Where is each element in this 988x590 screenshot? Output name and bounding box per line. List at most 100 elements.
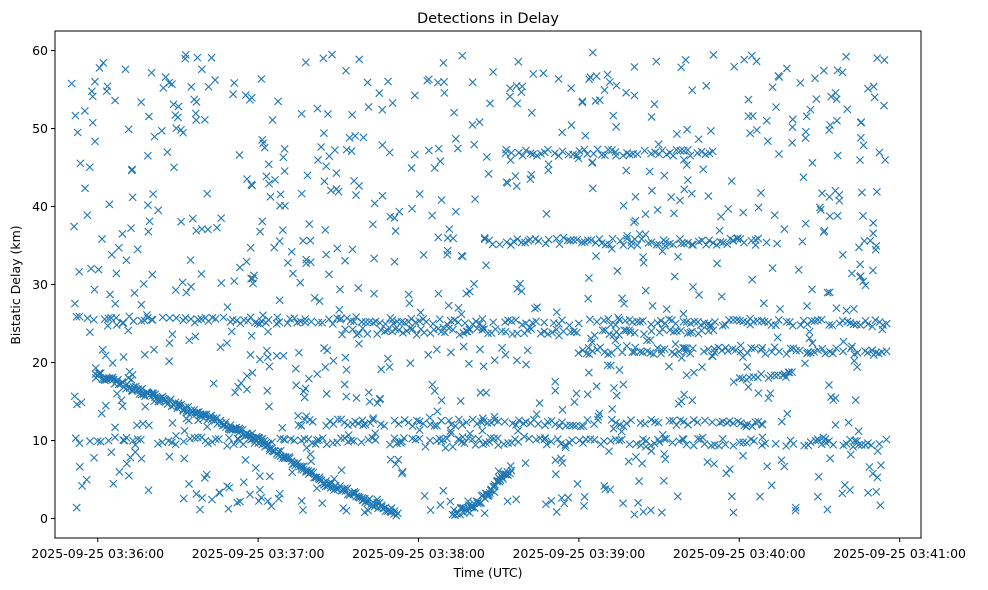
scatter-point xyxy=(201,436,210,445)
scatter-point xyxy=(551,456,560,465)
scatter-point xyxy=(133,435,142,444)
scatter-point xyxy=(735,373,744,382)
scatter-point xyxy=(661,241,670,250)
scatter-point xyxy=(470,140,479,149)
scatter-point xyxy=(487,418,496,427)
scatter-point xyxy=(649,350,658,359)
scatter-point xyxy=(783,409,792,418)
scatter-point xyxy=(529,70,538,78)
scatter-point xyxy=(770,211,779,220)
y-tick-label: 40 xyxy=(32,199,48,214)
scatter-point xyxy=(872,187,881,196)
scatter-point xyxy=(155,394,164,403)
scatter-point xyxy=(854,427,863,436)
scatter-point xyxy=(475,345,484,354)
scatter-point xyxy=(683,145,692,154)
scatter-point xyxy=(128,193,137,202)
scatter-point xyxy=(728,236,737,245)
scatter-point xyxy=(122,459,131,468)
scatter-point xyxy=(72,503,81,512)
scatter-point xyxy=(171,111,180,120)
scatter-point xyxy=(608,234,617,243)
scatter-point xyxy=(119,318,128,327)
scatter-point xyxy=(426,506,435,515)
scatter-point xyxy=(578,97,587,106)
scatter-point xyxy=(838,489,847,498)
scatter-point xyxy=(859,277,868,286)
scatter-point xyxy=(495,240,504,249)
scatter-point xyxy=(172,124,181,133)
scatter-point xyxy=(514,57,523,66)
scatter-point xyxy=(276,446,285,455)
scatter-point xyxy=(658,247,667,256)
scatter-point xyxy=(743,362,752,371)
scatter-point xyxy=(473,324,482,333)
scatter-point xyxy=(87,87,96,96)
scatter-point xyxy=(468,435,477,444)
scatter-point xyxy=(257,493,266,502)
scatter-point xyxy=(275,489,284,498)
scatter-point xyxy=(388,327,397,336)
scatter-point xyxy=(118,402,127,411)
scatter-point xyxy=(553,435,562,444)
scatter-point xyxy=(448,442,457,451)
scatter-point xyxy=(584,294,593,303)
scatter-point xyxy=(185,336,194,345)
scatter-point xyxy=(188,214,197,223)
scatter-point xyxy=(592,72,601,81)
scatter-point xyxy=(442,434,451,443)
scatter-point xyxy=(386,455,395,464)
scatter-point xyxy=(548,328,557,337)
scatter-point xyxy=(753,373,762,382)
scatter-point xyxy=(677,239,686,248)
scatter-point xyxy=(632,439,641,448)
scatter-point xyxy=(661,455,670,464)
scatter-point xyxy=(144,421,153,430)
scatter-point xyxy=(101,351,110,360)
scatter-point xyxy=(614,313,623,322)
scatter-point xyxy=(342,365,351,374)
scatter-point xyxy=(611,336,620,345)
scatter-point xyxy=(78,481,87,490)
scatter-point xyxy=(386,440,394,449)
scatter-point xyxy=(71,434,80,443)
scatter-point xyxy=(470,279,478,288)
scatter-point xyxy=(107,250,116,259)
scatter-point xyxy=(569,421,578,430)
scatter-point xyxy=(435,315,444,324)
scatter-point xyxy=(337,466,346,475)
scatter-point xyxy=(859,211,868,220)
scatter-point xyxy=(819,66,828,75)
scatter-point xyxy=(603,70,612,79)
scatter-point xyxy=(258,434,267,443)
scatter-point xyxy=(255,472,264,481)
scatter-point xyxy=(718,417,727,426)
scatter-point xyxy=(357,438,366,447)
scatter-point xyxy=(443,250,452,259)
scatter-point xyxy=(680,344,689,353)
scatter-point xyxy=(415,190,424,198)
scatter-point xyxy=(586,334,595,343)
scatter-point xyxy=(812,95,821,104)
scatter-point xyxy=(290,436,299,445)
scatter-point xyxy=(824,380,833,389)
scatter-point xyxy=(478,322,487,331)
scatter-point xyxy=(349,317,358,326)
scatter-point xyxy=(671,340,680,349)
scatter-point xyxy=(132,421,141,430)
scatter-point xyxy=(647,112,656,121)
scatter-point xyxy=(323,110,332,119)
scatter-point xyxy=(138,384,147,393)
scatter-point xyxy=(522,417,531,426)
scatter-point xyxy=(241,91,250,100)
scatter-point xyxy=(378,105,387,114)
scatter-point xyxy=(606,361,615,370)
scatter-point xyxy=(347,436,356,445)
scatter-point xyxy=(104,314,113,323)
scatter-point xyxy=(446,348,455,357)
scatter-point xyxy=(317,142,326,151)
scatter-point xyxy=(856,156,865,165)
scatter-point xyxy=(373,399,382,408)
scatter-point xyxy=(833,151,842,160)
scatter-point xyxy=(829,440,838,449)
